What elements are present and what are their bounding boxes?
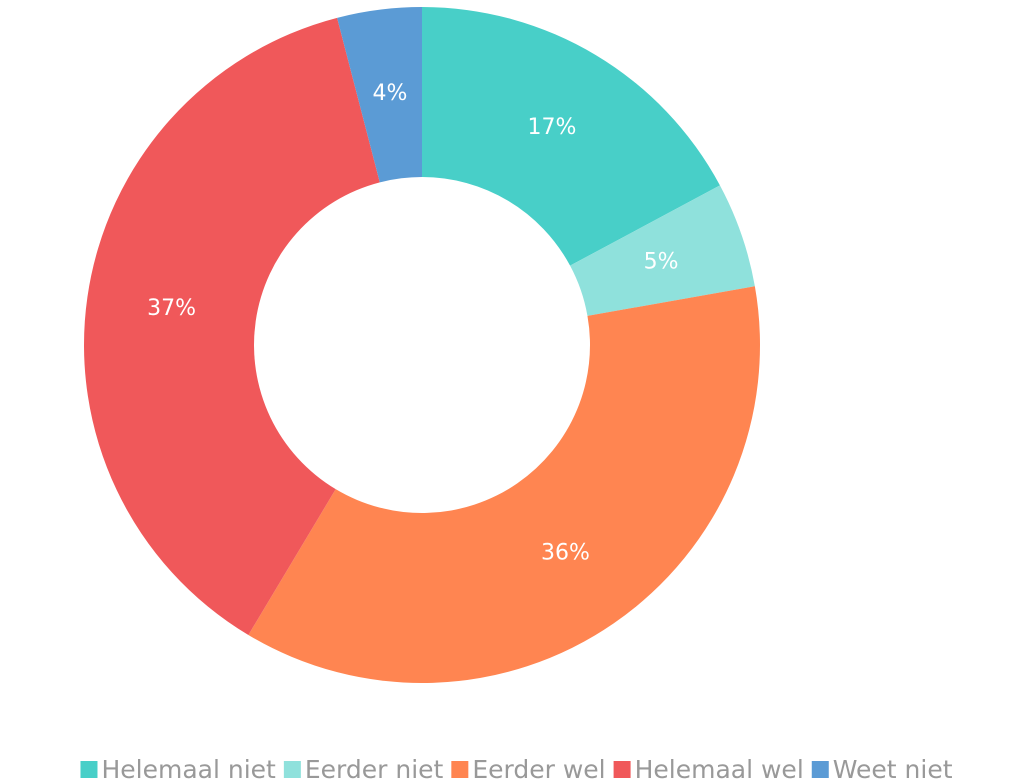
slice-label: 4%: [373, 81, 408, 106]
legend-swatch: [80, 761, 98, 778]
slice: [337, 6, 422, 183]
legend-swatch: [451, 761, 469, 778]
legend-label: Helemaal niet: [101, 755, 276, 783]
legend: Helemaal niet Eerder niet Eerder wel Helema…: [80, 755, 953, 783]
legend-label: Weet niet: [833, 755, 953, 783]
slice-label: 5%: [644, 249, 679, 274]
slice: [570, 185, 755, 316]
slice-label: 36%: [541, 540, 590, 565]
slice: [248, 286, 760, 683]
legend-label: Eerder wel: [472, 755, 605, 783]
legend-label: Helemaal wel: [635, 755, 804, 783]
legend-label: Eerder niet: [305, 755, 444, 783]
slice: [422, 7, 720, 266]
slice-label: 17%: [528, 115, 577, 140]
slice-label: 37%: [147, 296, 196, 321]
legend-swatch: [811, 761, 829, 778]
slice: [83, 17, 380, 635]
legend-swatch: [613, 761, 631, 778]
legend-swatch: [283, 761, 301, 778]
